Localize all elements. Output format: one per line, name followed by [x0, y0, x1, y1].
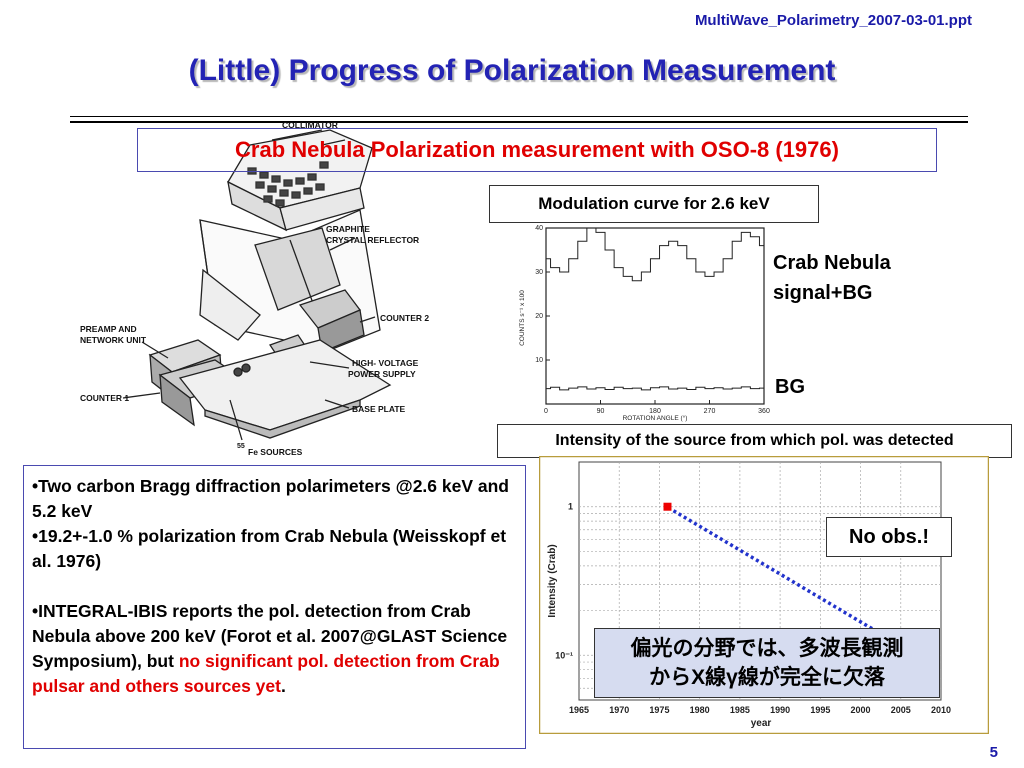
- crab-label-line1: Crab Nebula: [773, 252, 891, 274]
- mod-xtick-label: 270: [704, 408, 716, 415]
- intensity-xtick-label: 2010: [931, 705, 951, 715]
- label-graphite: GRAPHITE: [326, 224, 370, 234]
- series-crab-line: [546, 227, 764, 282]
- mod-ytick-label: 10: [535, 357, 543, 364]
- mod-ylabel: COUNTS s⁻¹ x 100: [519, 290, 526, 346]
- subtitle-box: Crab Nebula Polarization measurement wit…: [137, 128, 937, 172]
- intensity-xtick-label: 2000: [851, 705, 871, 715]
- series-bg-line: [546, 386, 764, 391]
- jp-line1: 偏光の分野では、多波長観測: [630, 637, 904, 660]
- label-fe-sources: Fe SOURCES: [248, 447, 303, 457]
- intensity-xtick-label: 1970: [609, 705, 629, 715]
- title-rule: [70, 116, 968, 123]
- bullet-3: •INTEGRAL-IBIS reports the pol. detectio…: [32, 599, 519, 699]
- mod-xtick-label: 360: [758, 408, 770, 415]
- no-obs-callout: No obs.!: [826, 517, 952, 557]
- label-fe-number: 55: [237, 443, 245, 450]
- intensity-xtick-label: 1965: [569, 705, 589, 715]
- intensity-label: Intensity of the source from which pol. …: [497, 424, 1012, 458]
- bullet-2: •19.2+-1.0 % polarization from Crab Nebu…: [32, 526, 507, 571]
- japanese-callout: 偏光の分野では、多波長観測 からX線γ線が完全に欠落: [594, 628, 940, 698]
- bullet-1: •Two carbon Bragg diffraction polarimete…: [32, 476, 509, 521]
- mod-ytick-label: 40: [535, 225, 543, 232]
- modulation-label: Modulation curve for 2.6 keV: [489, 185, 819, 223]
- bg-series-label: BG: [775, 376, 805, 398]
- intensity-xtick-label: 1980: [690, 705, 710, 715]
- intensity-ylabel: Intensity (Crab): [547, 544, 558, 617]
- mod-xtick-label: 180: [649, 408, 661, 415]
- mod-xlabel: ROTATION ANGLE (°): [623, 414, 688, 422]
- intensity-ytick-label: 10⁻¹: [555, 650, 573, 660]
- filename: MultiWave_Polarimetry_2007-03-01.ppt: [694, 12, 972, 29]
- bullet-3-red: no significant pol. detection from Crab …: [32, 651, 500, 696]
- bullet-box: •Two carbon Bragg diffraction polarimete…: [23, 465, 526, 749]
- bullet-3-end: .: [280, 676, 286, 696]
- mod-ytick-label: 20: [535, 313, 543, 320]
- label-power-supply: POWER SUPPLY: [348, 369, 416, 379]
- label-baseplate: BASE PLATE: [352, 404, 406, 414]
- label-network: NETWORK UNIT: [80, 335, 147, 345]
- label-counter1: COUNTER 1: [80, 393, 129, 403]
- intensity-ytick-label: 1: [568, 502, 573, 512]
- intensity-xtick-label: 1995: [810, 705, 830, 715]
- label-collimator: COLLIMATOR: [282, 120, 338, 130]
- label-counter2: COUNTER 2: [380, 313, 429, 323]
- intensity-xlabel: year: [751, 718, 772, 729]
- label-hv: HIGH- VOLTAGE: [352, 358, 419, 368]
- crab-label-line2: signal+BG: [773, 282, 873, 304]
- page-number: 5: [989, 744, 998, 761]
- intensity-xtick-label: 2005: [891, 705, 911, 715]
- jp-line2: からX線γ線が完全に欠落: [649, 666, 885, 689]
- modulation-chart: 0 90 180 270 360 10 20 30 40 COUNTS s⁻¹ x 100 RO…: [519, 225, 770, 422]
- mod-ytick-label: 30: [535, 269, 543, 276]
- instrument-diagram: COLLIMATOR GRAPHITE CRYSTAL REFLECTOR PR…: [80, 120, 429, 457]
- label-preamp: PREAMP AND: [80, 324, 137, 334]
- label-reflector: CRYSTAL REFLECTOR: [326, 235, 419, 245]
- slide-title: (Little) Progress of Polarization Measur…: [188, 54, 836, 87]
- intensity-xtick-label: 1985: [730, 705, 750, 715]
- mod-xtick-label: 0: [544, 408, 548, 415]
- data-point-oso8: [663, 502, 672, 511]
- intensity-xtick-label: 1990: [770, 705, 790, 715]
- intensity-xtick-label: 1975: [649, 705, 669, 715]
- mod-frame: [545, 227, 765, 405]
- mod-xtick-label: 90: [597, 408, 605, 415]
- crab-series-label: Crab Nebula signal+BG: [773, 248, 891, 308]
- bullet-3-text: •INTEGRAL-IBIS reports the pol. detectio…: [32, 601, 508, 671]
